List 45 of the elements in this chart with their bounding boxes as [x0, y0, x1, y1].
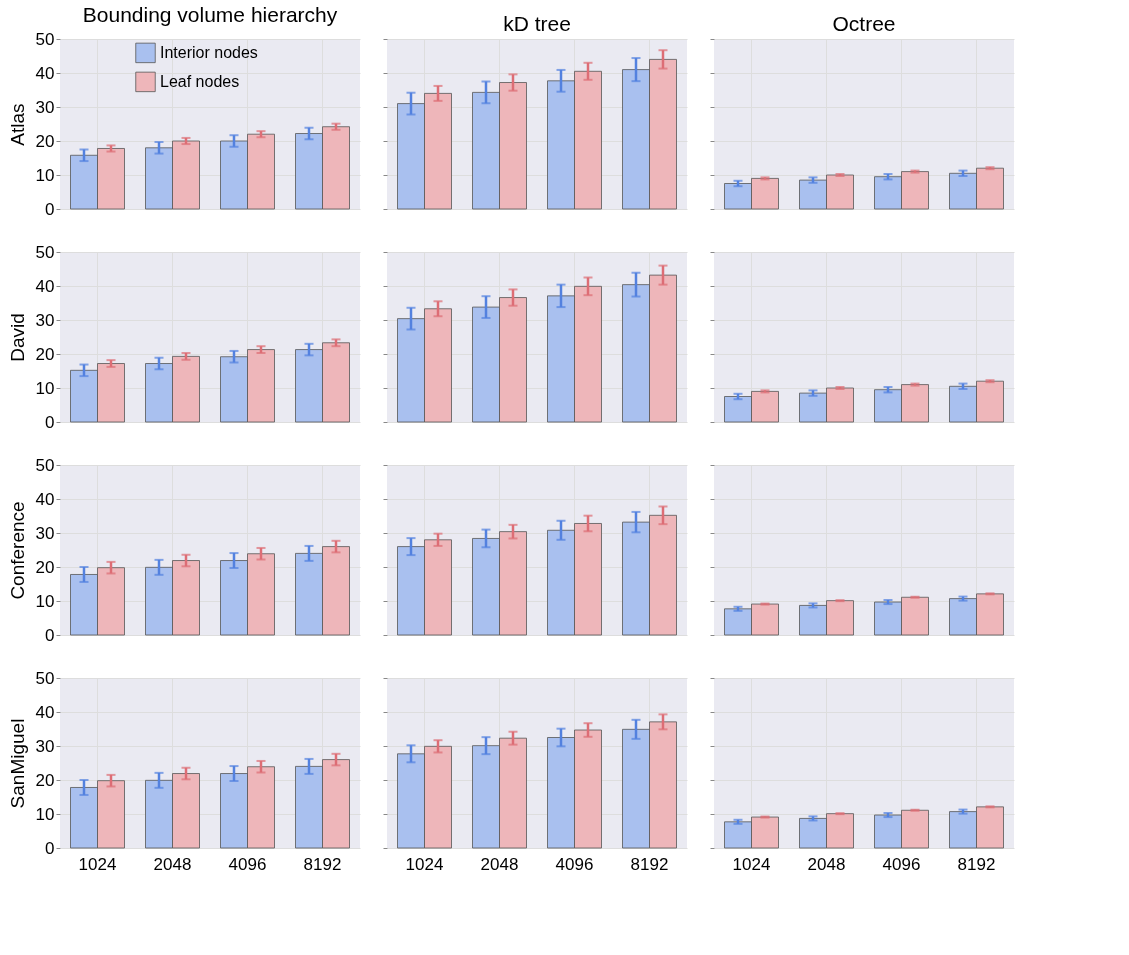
y-tick-label: 50 — [35, 668, 55, 688]
y-tick-label: 20 — [35, 770, 55, 790]
chart-title: Octree — [832, 11, 896, 35]
x-tick-label: 4096 — [882, 854, 921, 874]
y-tick-label: 0 — [45, 412, 55, 432]
y-tick-label: 50 — [35, 29, 55, 49]
x-tick-label: 8192 — [630, 854, 669, 874]
y-axis-title: Conference — [6, 501, 28, 600]
y-tick-label: 20 — [35, 557, 55, 577]
y-tick-label: 30 — [35, 523, 55, 543]
y-tick-label: 20 — [35, 344, 55, 364]
y-tick-label: 50 — [35, 242, 55, 262]
y-tick-label: 30 — [35, 310, 55, 330]
y-tick-label: 10 — [35, 378, 55, 398]
x-tick-label: 2048 — [153, 854, 192, 874]
y-tick-label: 30 — [35, 736, 55, 756]
y-axis-title: David — [6, 313, 28, 362]
x-tick-label: 2048 — [480, 854, 519, 874]
x-tick-label: 1024 — [78, 854, 117, 874]
legend-label: Leaf nodes — [160, 72, 240, 90]
x-tick-label: 1024 — [405, 854, 444, 874]
y-tick-label: 10 — [35, 165, 55, 185]
legend-label: Interior nodes — [160, 43, 258, 61]
y-axis-title: SanMiguel — [6, 718, 28, 809]
x-tick-label: 1024 — [732, 854, 771, 874]
x-tick-label: 4096 — [228, 854, 267, 874]
y-tick-label: 30 — [35, 97, 55, 117]
x-tick-label: 2048 — [807, 854, 846, 874]
chart-title: kD tree — [503, 11, 571, 35]
y-axis-title: Atlas — [6, 103, 28, 146]
y-tick-label: 40 — [35, 276, 55, 296]
y-tick-label: 0 — [45, 199, 55, 219]
y-tick-label: 20 — [35, 131, 55, 151]
y-tick-label: 0 — [45, 625, 55, 645]
y-tick-label: 0 — [45, 838, 55, 858]
y-tick-label: 40 — [35, 489, 55, 509]
y-tick-label: 10 — [35, 591, 55, 611]
chart-title: Bounding volume hierarchy — [82, 3, 338, 26]
x-tick-label: 8192 — [303, 854, 342, 874]
y-tick-label: 10 — [35, 804, 55, 824]
y-tick-label: 50 — [35, 455, 55, 475]
x-tick-label: 4096 — [555, 854, 594, 874]
y-tick-label: 40 — [35, 702, 55, 722]
y-tick-label: 40 — [35, 63, 55, 83]
x-tick-label: 8192 — [957, 854, 996, 874]
